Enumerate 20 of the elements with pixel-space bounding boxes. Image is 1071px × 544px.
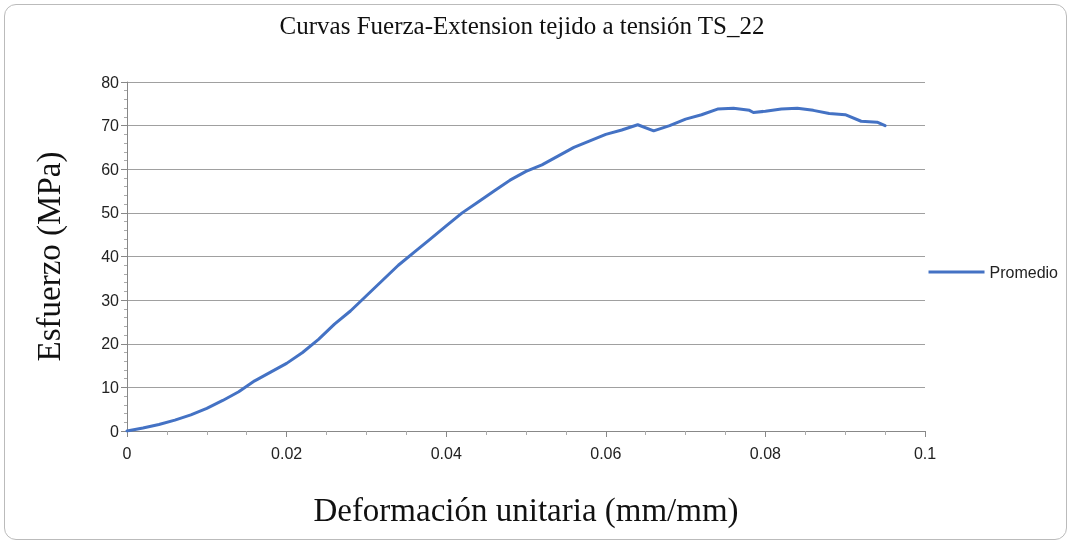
x-tick-label: 0.08 [749, 444, 782, 462]
y-tick-label: 10 [101, 378, 120, 396]
x-tick-label: 0.04 [430, 444, 462, 462]
y-tick-label: 40 [101, 248, 120, 265]
x-axis-title: Deformación unitaria (mm/mm) [313, 491, 739, 529]
y-axis-title: Esfuerzo (MPa) [30, 151, 68, 362]
y-tick-label: 70 [101, 117, 120, 135]
y-tick-label: 30 [101, 291, 120, 309]
x-tick-label: 0.02 [271, 444, 303, 462]
y-tick-label: 60 [101, 160, 120, 178]
y-tick-label: 20 [101, 335, 120, 353]
y-tick-label: 50 [101, 204, 120, 222]
x-tick-label: 0 [122, 444, 132, 462]
chart-title: Curvas Fuerza-Extension tejido a tensión TS_22 [279, 12, 765, 39]
y-tick-label: 0 [110, 422, 120, 440]
legend-label: Promedio [989, 263, 1059, 281]
line-series [125, 106, 887, 433]
x-tick-label: 0.06 [590, 444, 622, 462]
y-tick-label: 80 [101, 73, 120, 91]
x-tick-label: 0.1 [913, 444, 937, 462]
